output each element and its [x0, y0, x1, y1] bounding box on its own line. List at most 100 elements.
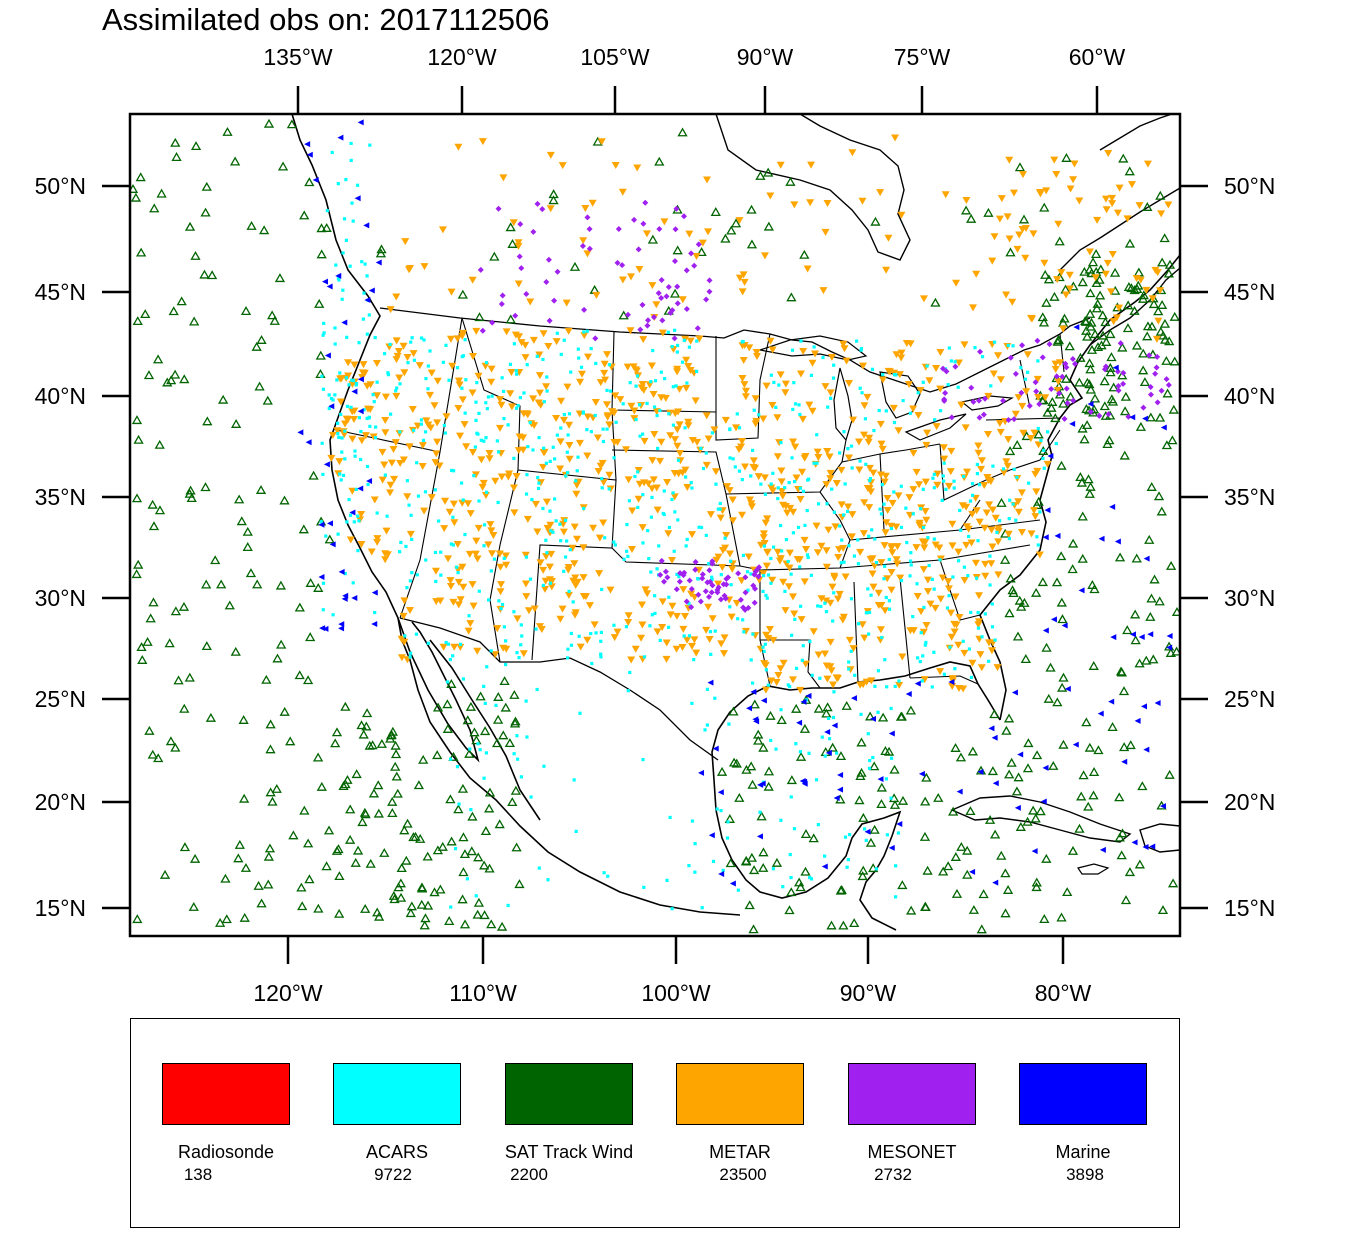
obs-marker-metar [796, 370, 805, 378]
obs-marker-metar [710, 426, 719, 434]
obs-marker-acars [633, 474, 637, 479]
obs-marker-metar [1032, 488, 1041, 496]
obs-marker-metar [897, 211, 906, 219]
obs-marker-metar [629, 363, 638, 371]
obs-marker-sat-track-wind [1099, 376, 1110, 386]
obs-marker-sat-track-wind [786, 887, 797, 897]
obs-marker-metar [921, 478, 930, 486]
obs-marker-metar [448, 362, 457, 370]
obs-marker-metar [734, 446, 743, 454]
obs-marker-metar [826, 389, 835, 397]
obs-marker-acars [883, 564, 887, 568]
obs-marker-acars [980, 355, 985, 359]
obs-marker-metar [705, 635, 714, 643]
obs-marker-acars [473, 445, 477, 449]
obs-marker-metar [688, 531, 697, 539]
obs-marker-acars [709, 652, 713, 656]
obs-marker-metar [444, 555, 453, 563]
obs-marker-marine [337, 134, 344, 141]
obs-marker-mesonet [692, 559, 699, 566]
obs-marker-metar [909, 449, 918, 457]
obs-marker-acars [932, 537, 936, 541]
obs-marker-metar [994, 571, 1003, 579]
obs-marker-acars [682, 338, 686, 342]
obs-marker-mesonet [615, 226, 622, 233]
obs-marker-metar [893, 543, 902, 551]
obs-marker-marine [1042, 764, 1049, 771]
obs-marker-metar [521, 580, 530, 588]
obs-marker-metar [839, 545, 848, 553]
obs-marker-metar [431, 567, 440, 575]
obs-marker-marine [1159, 803, 1166, 810]
obs-marker-sat-track-wind [445, 794, 456, 804]
obs-marker-sat-track-wind [1123, 300, 1134, 310]
obs-marker-metar [989, 370, 998, 378]
obs-marker-sat-track-wind [168, 306, 179, 316]
obs-marker-sat-track-wind [1146, 482, 1157, 491]
obs-marker-sat-track-wind [956, 841, 967, 851]
obs-marker-metar [454, 404, 463, 412]
obs-marker-acars [1015, 475, 1019, 479]
obs-marker-mesonet [1056, 390, 1063, 397]
obs-marker-metar [702, 461, 711, 469]
obs-marker-acars [847, 660, 851, 664]
obs-marker-sat-track-wind [473, 852, 484, 862]
obs-marker-acars [885, 685, 889, 689]
obs-marker-metar [855, 466, 864, 474]
obs-marker-sat-track-wind [1135, 421, 1147, 431]
obs-marker-metar [822, 547, 831, 555]
obs-marker-metar [450, 519, 459, 527]
obs-marker-metar [386, 489, 395, 497]
obs-marker-metar [680, 612, 689, 620]
obs-marker-sat-track-wind [889, 764, 900, 774]
obs-marker-metar [453, 540, 462, 548]
obs-marker-marine [1050, 616, 1057, 623]
obs-marker-acars [331, 613, 335, 617]
obs-marker-acars [536, 475, 540, 480]
obs-marker-metar [702, 626, 711, 634]
obs-marker-acars [889, 706, 893, 711]
obs-marker-sat-track-wind [786, 775, 797, 785]
obs-marker-sat-track-wind [308, 470, 319, 480]
obs-marker-marine [956, 788, 963, 795]
obs-marker-metar [947, 447, 956, 455]
obs-marker-sat-track-wind [1154, 596, 1165, 606]
obs-marker-acars [415, 461, 419, 465]
obs-marker-mesonet [642, 199, 649, 206]
obs-marker-mesonet [721, 592, 728, 599]
obs-marker-sat-track-wind [148, 597, 159, 607]
obs-marker-acars [685, 381, 689, 385]
bottom-label-80w: 80°W [1034, 980, 1092, 1006]
obs-marker-mesonet [740, 604, 747, 611]
obs-marker-sat-track-wind [360, 809, 371, 819]
obs-marker-sat-track-wind [1057, 682, 1068, 692]
obs-marker-sat-track-wind [202, 416, 213, 426]
obs-marker-sat-track-wind [1107, 722, 1118, 732]
obs-marker-acars [1006, 343, 1010, 348]
obs-marker-metar [869, 469, 878, 477]
obs-marker-metar [931, 541, 940, 549]
obs-marker-acars [360, 260, 364, 264]
obs-marker-metar [922, 441, 931, 449]
obs-marker-sat-track-wind [457, 289, 468, 299]
obs-marker-metar [666, 611, 675, 619]
obs-marker-metar [564, 327, 573, 335]
obs-marker-acars [800, 658, 804, 663]
obs-marker-sat-track-wind [1052, 697, 1063, 707]
obs-marker-sat-track-wind [188, 901, 199, 911]
obs-marker-sat-track-wind [136, 642, 147, 652]
obs-marker-metar [327, 454, 336, 462]
obs-marker-mesonet [688, 250, 695, 257]
obs-marker-mesonet [681, 213, 688, 220]
obs-marker-sat-track-wind [1148, 654, 1159, 664]
obs-marker-sat-track-wind [1101, 336, 1112, 346]
obs-marker-sat-track-wind [376, 244, 387, 254]
obs-marker-sat-track-wind [408, 832, 419, 842]
obs-marker-sat-track-wind [1075, 472, 1086, 482]
obs-marker-metar [1019, 429, 1028, 437]
obs-marker-metar [420, 263, 429, 271]
obs-marker-acars [330, 150, 334, 155]
obs-marker-acars [414, 632, 418, 636]
obs-marker-metar [760, 252, 769, 260]
obs-marker-acars [975, 472, 980, 476]
